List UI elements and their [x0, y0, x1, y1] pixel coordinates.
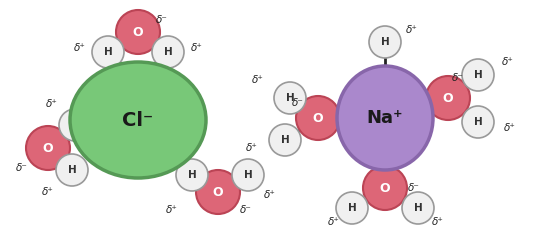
Text: δ⁻: δ⁻	[156, 15, 168, 25]
Text: δ⁻: δ⁻	[408, 183, 420, 193]
Text: H: H	[381, 37, 389, 47]
Text: δ⁺: δ⁺	[264, 190, 276, 200]
Text: δ⁺: δ⁺	[166, 205, 178, 215]
Circle shape	[462, 59, 494, 91]
Circle shape	[56, 154, 88, 186]
Circle shape	[426, 76, 470, 120]
Text: δ⁺: δ⁺	[432, 217, 444, 227]
Text: H: H	[188, 170, 196, 180]
Text: O: O	[313, 112, 323, 125]
Text: H: H	[348, 203, 356, 213]
Circle shape	[176, 159, 208, 191]
Circle shape	[152, 36, 184, 68]
Circle shape	[296, 96, 340, 140]
Circle shape	[336, 192, 368, 224]
Text: δ⁺: δ⁺	[504, 123, 516, 133]
Circle shape	[369, 26, 401, 58]
Text: δ⁺: δ⁺	[42, 187, 54, 197]
Text: H: H	[103, 47, 112, 57]
Circle shape	[26, 126, 70, 170]
Text: H: H	[70, 120, 79, 130]
Text: δ⁺: δ⁺	[328, 217, 340, 227]
Circle shape	[59, 109, 91, 141]
Circle shape	[92, 36, 124, 68]
Circle shape	[232, 159, 264, 191]
Text: O: O	[443, 92, 453, 105]
Text: δ⁺: δ⁺	[502, 57, 514, 67]
Text: δ⁺: δ⁺	[46, 99, 58, 109]
Text: δ⁺: δ⁺	[252, 75, 264, 85]
Text: H: H	[244, 170, 252, 180]
Circle shape	[363, 166, 407, 210]
Text: O: O	[213, 186, 223, 199]
Text: O: O	[133, 26, 144, 39]
Text: H: H	[280, 135, 289, 145]
Ellipse shape	[337, 66, 433, 170]
Circle shape	[269, 124, 301, 156]
Text: O: O	[43, 141, 53, 154]
Circle shape	[402, 192, 434, 224]
Circle shape	[462, 106, 494, 138]
Circle shape	[196, 170, 240, 214]
Text: δ⁺: δ⁺	[246, 143, 258, 153]
Circle shape	[116, 10, 160, 54]
Text: Na⁺: Na⁺	[367, 109, 403, 127]
Text: O: O	[379, 181, 390, 194]
Text: δ⁺: δ⁺	[191, 43, 203, 53]
Text: H: H	[164, 47, 172, 57]
Circle shape	[274, 82, 306, 114]
Text: δ⁺: δ⁺	[74, 43, 86, 53]
Ellipse shape	[70, 62, 206, 178]
Text: δ⁻: δ⁻	[452, 73, 464, 83]
Text: H: H	[285, 93, 294, 103]
Text: δ⁻: δ⁻	[240, 205, 252, 215]
Text: δ⁻: δ⁻	[292, 98, 304, 108]
Text: δ⁻: δ⁻	[16, 163, 28, 173]
Text: H: H	[68, 165, 76, 175]
Text: H: H	[474, 117, 482, 127]
Text: H: H	[414, 203, 422, 213]
Text: δ⁺: δ⁺	[406, 25, 418, 35]
Text: H: H	[474, 70, 482, 80]
Text: Cl⁻: Cl⁻	[123, 111, 153, 129]
